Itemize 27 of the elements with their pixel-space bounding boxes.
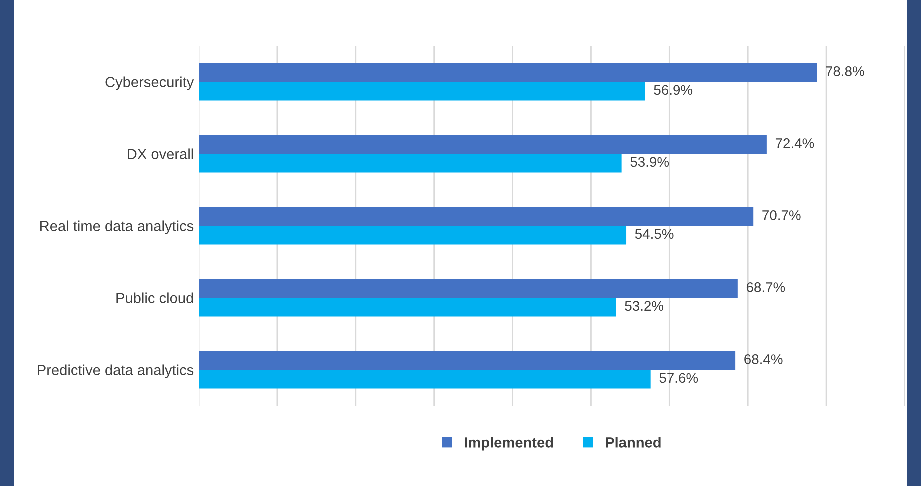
data-label: 54.5% [635,229,674,240]
y-tick-label: Cybersecurity [106,76,194,90]
data-label: 72.4% [776,138,814,148]
y-tick-label: Real time data analytics [40,220,194,234]
y-tick-label: Predictive data analytics [38,364,194,378]
data-label: 68.4% [744,354,783,364]
data-label: 68.7% [746,282,786,292]
data-label: 78.8% [826,66,864,76]
bar [199,207,754,226]
y-tick-label: Public cloud [116,292,194,304]
bar [199,226,627,245]
bar [199,63,818,82]
data-label: 53.9% [630,157,670,168]
bar [199,279,738,298]
bar [199,82,646,101]
data-label: 57.6% [660,373,698,384]
bar [199,351,736,370]
data-label: 70.7% [762,210,801,220]
legend-label: Planned [606,437,661,448]
data-label: 53.2% [625,301,664,312]
bar [199,370,651,389]
bar [199,135,767,154]
bar [199,154,622,173]
bar [199,298,616,317]
data-label: 56.9% [654,85,693,96]
y-tick-label: DX overall [128,148,194,160]
legend-label: Implemented [465,437,554,451]
